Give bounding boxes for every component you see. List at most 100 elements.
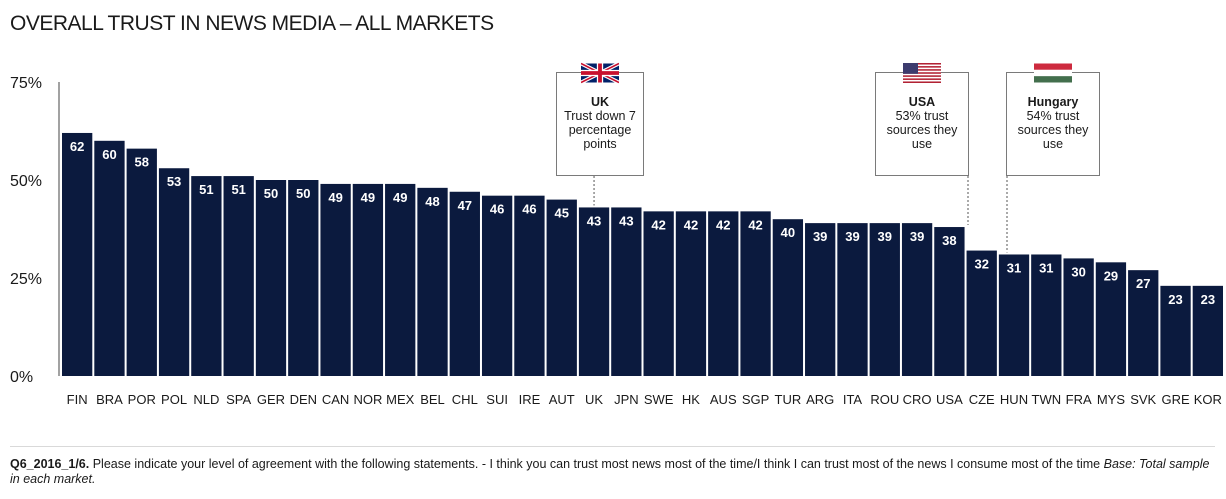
x-tick-label: BEL (420, 392, 445, 407)
bar-nld (191, 176, 222, 376)
footnote: Q6_2016_1/6. Please indicate your level … (10, 446, 1215, 487)
x-tick-label: GRE (1161, 392, 1190, 407)
bar-value-label: 42 (748, 217, 762, 232)
x-tick-label: GER (257, 392, 285, 407)
bar-ita (837, 223, 868, 376)
y-tick-label: 50% (10, 173, 42, 190)
x-tick-label: CRO (903, 392, 932, 407)
callout-usa-text: 53% trust sources they use (886, 109, 958, 151)
bar-bel (417, 187, 448, 376)
y-tick-label: 0% (10, 369, 33, 386)
bar-value-label: 31 (1039, 260, 1053, 275)
bar-fin (62, 132, 93, 376)
bar-bra (94, 140, 125, 376)
x-tick-label: SPA (226, 392, 251, 407)
y-tick-label: 25% (10, 271, 42, 288)
bar-value-label: 29 (1104, 268, 1118, 283)
bar-value-label: 46 (490, 202, 504, 217)
x-tick-label: TUR (775, 392, 802, 407)
bar-svk (1128, 270, 1159, 376)
x-tick-label: CHL (452, 392, 478, 407)
bar-mys (1095, 262, 1127, 376)
bar-value-label: 50 (296, 186, 310, 201)
bar-value-label: 30 (1071, 264, 1085, 279)
bar-value-label: 45 (555, 206, 569, 221)
hungary-flag-icon (1034, 63, 1072, 83)
x-tick-label: MEX (386, 392, 415, 407)
x-tick-label: IRE (519, 392, 541, 407)
callout-uk-name: UK (590, 95, 610, 109)
bar-value-label: 40 (781, 225, 795, 240)
bar-value-label: 39 (878, 229, 892, 244)
bar-value-label: 43 (587, 213, 601, 228)
bar-sgp (740, 211, 771, 376)
uk-flag-icon (581, 61, 619, 85)
bar-jpn (611, 207, 642, 376)
x-tick-label: ITA (843, 392, 863, 407)
bar-value-label: 42 (716, 217, 730, 232)
bar-rou (869, 223, 900, 376)
bar-value-label: 46 (522, 202, 536, 217)
x-tick-label: MYS (1097, 392, 1126, 407)
bar-value-label: 47 (458, 198, 472, 213)
x-tick-label: SWE (644, 392, 674, 407)
bar-value-label: 58 (135, 155, 149, 170)
bar-value-label: 50 (264, 186, 278, 201)
bar-cro (901, 223, 933, 376)
callout-hungary: Hungary 54% trust sources they use (1006, 63, 1100, 176)
x-tick-label: HUN (1000, 392, 1028, 407)
bar-value-label: 53 (167, 174, 181, 189)
bar-value-label: 39 (910, 229, 924, 244)
bar-value-label: 49 (361, 190, 375, 205)
x-tick-label: SGP (742, 392, 769, 407)
x-tick-label: NOR (353, 392, 382, 407)
bar-chart: 75% 50% 25% 0% 62 FIN 60 BRA 58 POR 53 POL 51 NLD 51 SP… (10, 75, 1223, 407)
callout-usa-name: USA (908, 95, 936, 109)
bar-usa (934, 227, 965, 376)
bar-ger (255, 180, 287, 376)
bar-gre (1160, 285, 1191, 376)
footnote-code: Q6_2016_1/6. (10, 457, 90, 471)
x-tick-label: HK (682, 392, 700, 407)
bar-hk (675, 211, 707, 376)
x-tick-label: KOR (1194, 392, 1222, 407)
bar-value-label: 62 (70, 139, 84, 154)
bar-uk (578, 207, 610, 376)
bar-value-label: 51 (199, 182, 213, 197)
bar-mex (385, 183, 416, 376)
x-tick-label: DEN (290, 392, 317, 407)
bar-chl (449, 191, 480, 376)
footnote-base: Base: Total sample in each market. (10, 457, 1210, 486)
bar-hun (998, 254, 1030, 376)
bar-value-label: 23 (1168, 292, 1182, 307)
x-tick-label: FIN (67, 392, 88, 407)
x-tick-label: POR (128, 392, 156, 407)
callout-uk: UK Trust down 7 percentage points (556, 61, 644, 176)
bar-sui (481, 195, 513, 376)
bar-ire (514, 195, 545, 376)
bar-arg (805, 223, 836, 376)
usa-flag-icon (903, 63, 941, 83)
x-tick-label: ARG (806, 392, 834, 407)
callout-hungary-name: Hungary (1027, 95, 1079, 109)
x-tick-label: TWN (1032, 392, 1062, 407)
bar-value-label: 48 (425, 194, 439, 209)
footnote-question: Please indicate your level of agreement … (89, 457, 1104, 471)
bar-value-label: 39 (845, 229, 859, 244)
x-tick-label: BRA (96, 392, 123, 407)
bar-value-label: 23 (1201, 292, 1215, 307)
x-tick-label: USA (936, 392, 963, 407)
bar-por (126, 148, 157, 376)
x-tick-label: UK (585, 392, 603, 407)
x-tick-label: AUS (710, 392, 737, 407)
bar-value-label: 49 (328, 190, 342, 205)
bar-tur (772, 219, 804, 376)
bar-value-label: 42 (651, 217, 665, 232)
x-tick-label: FRA (1066, 392, 1092, 407)
bar-twn (1031, 254, 1062, 376)
bar-value-label: 49 (393, 190, 407, 205)
bar-fra (1063, 258, 1094, 376)
x-tick-label: POL (161, 392, 187, 407)
bar-spa (223, 176, 254, 376)
bar-value-label: 42 (684, 217, 698, 232)
